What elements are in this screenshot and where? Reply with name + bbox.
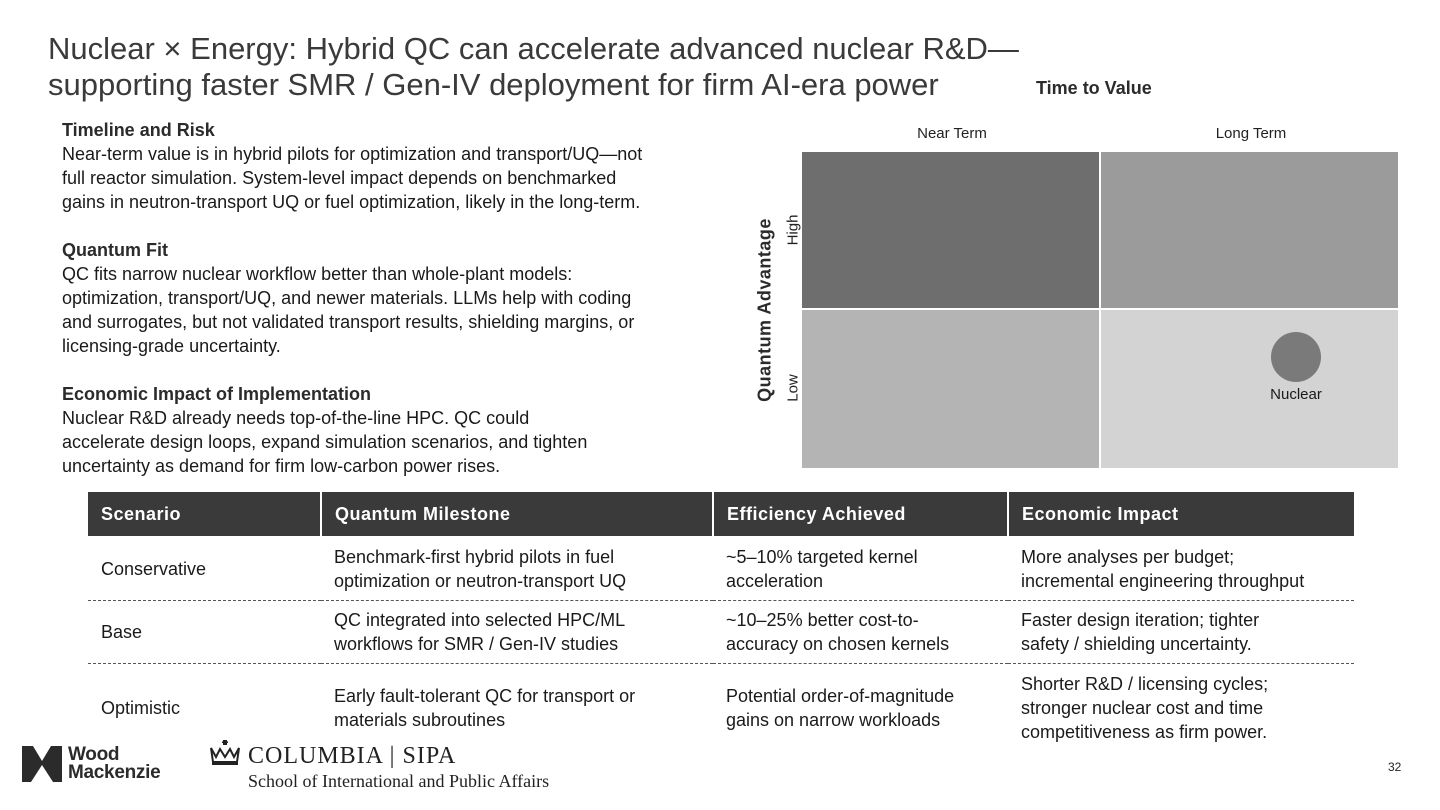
- cell-line: accuracy on chosen kernels: [726, 634, 950, 654]
- slide-title: Nuclear × Energy: Hybrid QC can accelera…: [48, 31, 1088, 103]
- section-timeline-risk: Timeline and Risk Near-term value is in …: [62, 118, 732, 214]
- cell-scenario: Optimistic: [101, 698, 181, 718]
- cell-milestone: Benchmark-first hybrid pilots in fuel op…: [321, 536, 713, 601]
- table-row: Conservative Benchmark-first hybrid pilo…: [88, 536, 1354, 601]
- cell-line: workflows for SMR / Gen-IV studies: [334, 634, 619, 654]
- section-heading: Economic Impact of Implementation: [62, 384, 372, 404]
- columbia-sipa-name: COLUMBIA | SIPA: [248, 743, 457, 769]
- cell-scenario: Conservative: [88, 536, 321, 601]
- section-economic-impact: Economic Impact of Implementation Nuclea…: [62, 382, 732, 478]
- title-line-1: Nuclear × Energy: Hybrid QC can accelera…: [48, 31, 1019, 66]
- header-economic-impact: Economic Impact: [1008, 492, 1354, 536]
- cell-efficiency: Potential order-of-magnitude gains on na…: [713, 664, 1008, 753]
- column-label-long-term: Long Term: [1215, 125, 1287, 142]
- cell-efficiency: ~5–10% targeted kernel acceleration: [713, 536, 1008, 601]
- quadrant-near-low: [802, 310, 1099, 468]
- cell-line: QC integrated into selected HPC/ML: [334, 610, 626, 630]
- cell-line: More analyses per budget;: [1021, 547, 1235, 567]
- header-quantum-milestone: Quantum Milestone: [321, 492, 714, 536]
- column-label-near-term: Near Term: [917, 125, 987, 142]
- header-efficiency-achieved: Efficiency Achieved: [713, 492, 1009, 536]
- cell-milestone: Early fault-tolerant QC for transport or…: [321, 664, 713, 753]
- cell-milestone: QC integrated into selected HPC/ML workf…: [321, 600, 713, 664]
- section-line: gains in neutron-transport UQ or fuel op…: [62, 192, 641, 212]
- wood-mackenzie-logo: Wood Mackenzie: [22, 744, 182, 786]
- section-line: Nuclear R&D already needs top-of-the-lin…: [62, 408, 530, 428]
- cell-scenario: Base: [88, 600, 321, 664]
- section-line: optimization, transport/UQ, and newer ma…: [62, 288, 632, 308]
- cell-impact: More analyses per budget; incremental en…: [1008, 536, 1354, 601]
- section-line: licensing-grade uncertainty.: [62, 336, 281, 356]
- quadrant-long-low: [1101, 310, 1398, 468]
- y-axis-title: Quantum Advantage: [754, 218, 775, 402]
- row-label-low: Low: [784, 374, 802, 402]
- nuclear-marker-label: Nuclear: [1270, 386, 1322, 403]
- section-body: Near-term value is in hybrid pilots for …: [62, 142, 732, 214]
- quadrant-near-high: [802, 152, 1099, 308]
- section-heading: Timeline and Risk: [62, 120, 215, 140]
- crown-icon: [210, 740, 240, 765]
- wm-line-1: Wood: [68, 744, 120, 765]
- quadrant-long-high: [1101, 152, 1398, 308]
- cell-line: stronger nuclear cost and time: [1021, 698, 1264, 718]
- section-line: QC fits narrow nuclear workflow better t…: [62, 264, 573, 284]
- cell-impact: Shorter R&D / licensing cycles; stronger…: [1008, 664, 1354, 753]
- table-row: Base QC integrated into selected HPC/ML …: [88, 600, 1354, 664]
- left-text-panel: Timeline and Risk Near-term value is in …: [62, 118, 732, 502]
- table-header-row: Scenario Quantum Milestone Efficiency Ac…: [88, 492, 1354, 536]
- section-heading: Quantum Fit: [62, 240, 168, 260]
- section-line: Near-term value is in hybrid pilots for …: [62, 144, 643, 164]
- cell-line: safety / shielding uncertainty.: [1021, 634, 1252, 654]
- section-quantum-fit: Quantum Fit QC fits narrow nuclear workf…: [62, 238, 732, 358]
- wood-mackenzie-wordmark: Wood Mackenzie: [68, 744, 161, 783]
- wood-mackenzie-mark-icon: [22, 746, 62, 782]
- wm-line-2: Mackenzie: [68, 762, 161, 783]
- table-row: Optimistic Early fault-tolerant QC for t…: [88, 664, 1354, 753]
- cell-line: Early fault-tolerant QC for transport or: [334, 686, 636, 706]
- cell-line: Benchmark-first hybrid pilots in fuel: [334, 547, 615, 567]
- cell-line: Shorter R&D / licensing cycles;: [1021, 674, 1269, 694]
- page-number: 32: [1388, 760, 1402, 774]
- scenario-table: Scenario Quantum Milestone Efficiency Ac…: [88, 492, 1354, 752]
- cell-line: competitiveness as firm power.: [1021, 722, 1268, 742]
- section-line: uncertainty as demand for firm low-carbo…: [62, 456, 501, 476]
- cell-line: incremental engineering throughput: [1021, 571, 1305, 591]
- section-line: and surrogates, but not validated transp…: [62, 312, 635, 332]
- nuclear-marker: [1271, 332, 1321, 382]
- cell-line: gains on narrow workloads: [726, 710, 941, 730]
- cell-line: Faster design iteration; tighter: [1021, 610, 1260, 630]
- x-axis-title: Time to Value: [1036, 78, 1152, 98]
- cell-line: materials subroutines: [334, 710, 506, 730]
- cell-line: optimization or neutron-transport UQ: [334, 571, 627, 591]
- header-scenario: Scenario: [88, 492, 322, 536]
- section-body: Nuclear R&D already needs top-of-the-lin…: [62, 406, 732, 478]
- columbia-school-name: School of International and Public Affai…: [248, 771, 550, 791]
- cell-line: Potential order-of-magnitude: [726, 686, 955, 706]
- title-line-2: supporting faster SMR / Gen-IV deploymen…: [48, 67, 939, 102]
- section-body: QC fits narrow nuclear workflow better t…: [62, 262, 732, 358]
- section-line: full reactor simulation. System-level im…: [62, 168, 617, 188]
- cell-efficiency: ~10–25% better cost-to- accuracy on chos…: [713, 600, 1008, 664]
- quadrant-matrix: Nuclear: [802, 152, 1398, 468]
- cell-line: ~5–10% targeted kernel: [726, 547, 918, 567]
- columbia-sipa-logo: COLUMBIA | SIPA School of International …: [208, 740, 568, 796]
- cell-impact: Faster design iteration; tighter safety …: [1008, 600, 1354, 664]
- cell-line: ~10–25% better cost-to-: [726, 610, 919, 630]
- cell-line: acceleration: [726, 571, 824, 591]
- section-line: accelerate design loops, expand simulati…: [62, 432, 588, 452]
- row-label-high: High: [784, 214, 802, 246]
